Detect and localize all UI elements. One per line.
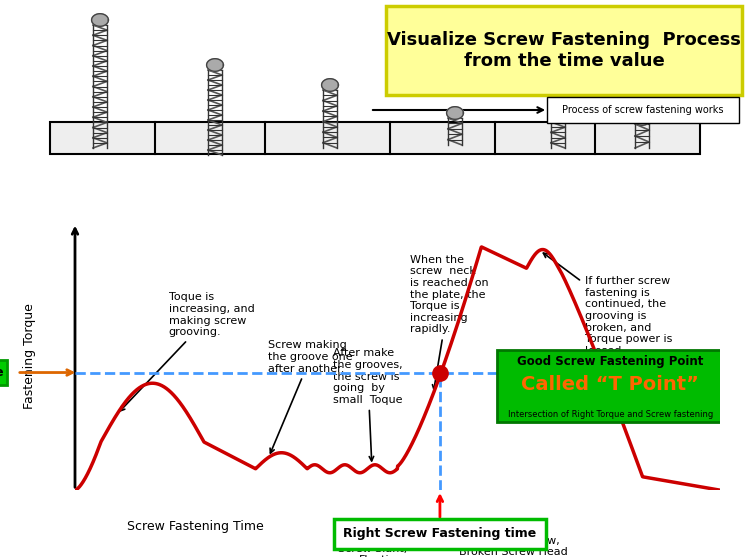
Text: Visualize Screw Fastening  Process
from the time value: Visualize Screw Fastening Process from t… [387, 31, 741, 70]
FancyBboxPatch shape [547, 97, 739, 123]
Text: Fastening Torque: Fastening Torque [23, 304, 36, 409]
Polygon shape [92, 14, 109, 26]
Text: Toque is
increasing, and
making screw
grooving.: Toque is increasing, and making screw gr… [120, 292, 254, 411]
Text: If further screw
fastening is
continued, the
grooving is
broken, and
Torque powe: If further screw fastening is continued,… [543, 253, 672, 356]
FancyBboxPatch shape [497, 350, 723, 422]
Text: Called “T Point”: Called “T Point” [521, 375, 699, 394]
Bar [50, 122, 700, 154]
Text: Screw Slant,
Floating,
Short Screw: Screw Slant, Floating, Short Screw [338, 544, 408, 557]
FancyBboxPatch shape [0, 360, 8, 384]
Polygon shape [322, 79, 338, 91]
Polygon shape [634, 113, 650, 125]
Text: Screw making
the groove one
after another.: Screw making the groove one after anothe… [268, 340, 353, 453]
Polygon shape [446, 107, 464, 119]
Text: Right Screw Fastening time: Right Screw Fastening time [344, 527, 536, 540]
Text: After make
the grooves,
the screw is
going  by
small  Toque: After make the grooves, the screw is goi… [333, 349, 403, 461]
Text: Intersection of Right Torque and Screw fastening: Intersection of Right Torque and Screw f… [508, 411, 713, 419]
Text: Process of screw fastening works: Process of screw fastening works [562, 105, 724, 115]
FancyBboxPatch shape [334, 519, 546, 549]
Text: Right Torque: Right Torque [0, 366, 4, 379]
Text: Screw Fastening Time: Screw Fastening Time [127, 520, 263, 532]
FancyBboxPatch shape [386, 6, 742, 95]
Text: When the
screw  neck
is reached  on
the plate, the
Torque is
increasing
rapidly.: When the screw neck is reached on the pl… [410, 255, 489, 389]
Polygon shape [550, 111, 566, 123]
Polygon shape [206, 58, 224, 71]
Text: Failed long Screw,
Broken Screw Head: Failed long Screw, Broken Screw Head [459, 536, 568, 557]
Text: Good Screw Fastening Point: Good Screw Fastening Point [518, 355, 704, 368]
